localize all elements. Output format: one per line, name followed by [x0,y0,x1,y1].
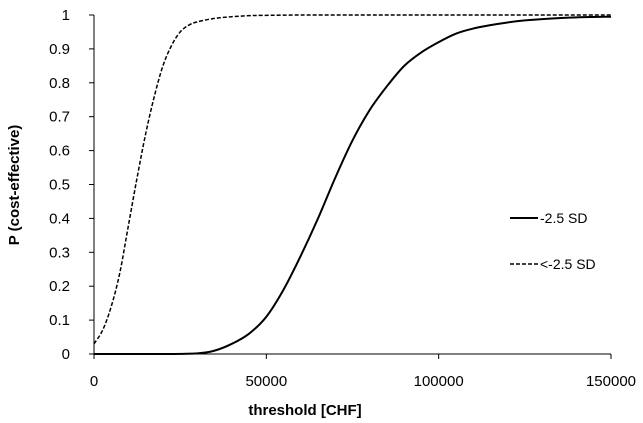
y-tick-label: 0.4 [49,210,70,227]
y-tick-label: 0.2 [49,278,70,295]
x-tick-label: 150000 [586,373,636,390]
x-tick-label: 0 [90,373,98,390]
legend-label-1: <-2.5 SD [540,256,596,272]
legend: -2.5 SD <-2.5 SD [510,210,596,272]
x-tick-label: 100000 [414,373,464,390]
y-tick-label: 0.5 [49,177,70,194]
plot-area [93,15,611,355]
y-tick-label: 0.9 [49,41,70,58]
y-tick-label: 0 [62,346,70,363]
y-tick-label: 0.6 [49,143,70,160]
y-tick-label: 0.7 [49,109,70,126]
x-tick-label: 50000 [245,373,287,390]
x-axis-ticks: 0 50000 100000 150000 [90,354,636,390]
series-layer [93,14,612,356]
series-line-1 [93,14,611,345]
y-tick-label: 0.1 [49,312,70,329]
y-axis-ticks: 0 0.1 0.2 0.3 0.4 0.5 0.6 0.7 0.8 0.9 1 [49,7,94,363]
y-axis-title: P (cost-effective) [6,125,23,246]
legend-label-0: -2.5 SD [540,210,587,226]
y-tick-label: 1 [62,7,70,24]
series-line-0 [93,15,612,356]
y-tick-label: 0.8 [49,75,70,92]
x-axis-title: threshold [CHF] [248,402,361,419]
y-tick-label: 0.3 [49,244,70,261]
